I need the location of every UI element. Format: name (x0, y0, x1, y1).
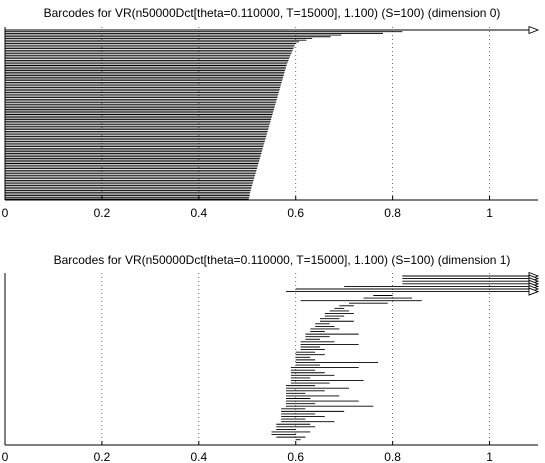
x-tick-label: 0.4 (190, 450, 207, 463)
x-tick-label: 0 (2, 206, 9, 220)
x-tick-label: 0.8 (384, 206, 401, 220)
infinite-bar-arrow-icon (528, 25, 540, 35)
chart-title-dimension-1: Barcodes for VR(n50000Dct[theta=0.110000… (54, 253, 511, 267)
x-tick-label: 0.2 (94, 450, 111, 463)
x-tick-label: 1 (486, 450, 493, 463)
x-tick-label: 0.4 (190, 206, 207, 220)
infinite-bar-arrow-icon (528, 287, 540, 296)
x-tick-label: 0.6 (287, 206, 304, 220)
bars-group (271, 271, 540, 441)
x-tick-label: 0.8 (384, 450, 401, 463)
bars-group (5, 25, 540, 200)
x-tick-label: 0 (2, 450, 9, 463)
x-tick-label: 0.2 (94, 206, 111, 220)
chart-title-dimension-0: Barcodes for VR(n50000Dct[theta=0.110000… (44, 6, 501, 20)
x-tick-label: 0.6 (287, 450, 304, 463)
barcode-panel-dimension-0: Barcodes for VR(n50000Dct[theta=0.110000… (2, 6, 540, 220)
x-tick-label: 1 (486, 206, 493, 220)
barcode-panel-dimension-1: Barcodes for VR(n50000Dct[theta=0.110000… (2, 253, 540, 463)
